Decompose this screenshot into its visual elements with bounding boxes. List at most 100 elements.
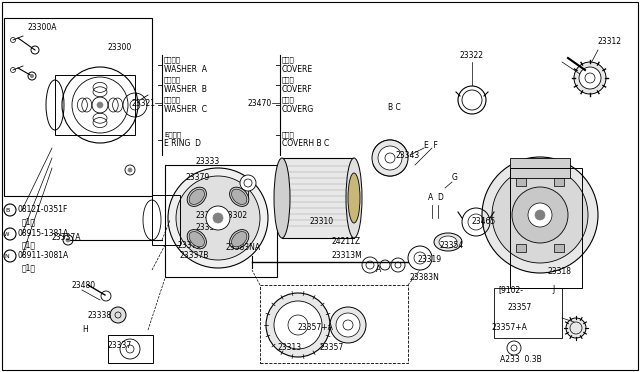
Text: 23300A: 23300A bbox=[28, 23, 58, 32]
Text: ワッシャ: ワッシャ bbox=[164, 77, 181, 83]
Text: 08911-3081A: 08911-3081A bbox=[18, 251, 69, 260]
Text: 23357+A: 23357+A bbox=[298, 324, 334, 333]
Circle shape bbox=[206, 206, 230, 230]
Text: 23313M: 23313M bbox=[332, 250, 363, 260]
Circle shape bbox=[566, 318, 586, 338]
Circle shape bbox=[408, 246, 432, 270]
Text: 23333: 23333 bbox=[196, 157, 220, 167]
Circle shape bbox=[31, 74, 33, 77]
Text: A: A bbox=[376, 266, 381, 275]
Text: 23383N: 23383N bbox=[410, 273, 440, 282]
Text: 23337A: 23337A bbox=[52, 234, 81, 243]
Text: 23319: 23319 bbox=[418, 256, 442, 264]
Text: 23312: 23312 bbox=[598, 38, 622, 46]
Circle shape bbox=[535, 210, 545, 220]
Text: （1）: （1） bbox=[22, 263, 36, 273]
Text: 24211Z: 24211Z bbox=[332, 237, 361, 247]
Text: 23338: 23338 bbox=[88, 311, 112, 321]
Circle shape bbox=[213, 213, 223, 223]
Text: 23470: 23470 bbox=[248, 99, 272, 108]
Circle shape bbox=[128, 168, 132, 172]
Text: 〈1〉: 〈1〉 bbox=[22, 241, 36, 250]
Circle shape bbox=[528, 203, 552, 227]
Circle shape bbox=[330, 307, 366, 343]
Bar bbox=[260, 285, 408, 363]
Text: 08915-1381A: 08915-1381A bbox=[18, 230, 69, 238]
Text: COVERG: COVERG bbox=[282, 105, 314, 113]
Text: COVERE: COVERE bbox=[282, 64, 313, 74]
Circle shape bbox=[266, 293, 330, 357]
Text: 23300: 23300 bbox=[108, 44, 132, 52]
Circle shape bbox=[512, 187, 568, 243]
Text: W: W bbox=[4, 231, 10, 237]
Bar bbox=[516, 244, 526, 252]
Bar bbox=[510, 168, 582, 288]
Bar bbox=[516, 178, 526, 186]
Text: カバー: カバー bbox=[282, 57, 295, 63]
Text: 23383NA: 23383NA bbox=[226, 244, 261, 253]
Bar bbox=[554, 178, 564, 186]
Text: 23357+A: 23357+A bbox=[492, 324, 528, 333]
Text: WASHER  A: WASHER A bbox=[164, 64, 207, 74]
Text: Eリング: Eリング bbox=[164, 132, 181, 138]
Text: ワッシャ: ワッシャ bbox=[164, 57, 181, 63]
Bar bbox=[108, 335, 153, 363]
Circle shape bbox=[336, 313, 360, 337]
Bar bbox=[554, 244, 564, 252]
Text: [9102-: [9102- bbox=[498, 285, 523, 295]
Text: WASHER  B: WASHER B bbox=[164, 84, 207, 93]
Circle shape bbox=[458, 86, 486, 114]
Ellipse shape bbox=[434, 233, 462, 251]
Ellipse shape bbox=[187, 187, 207, 206]
Ellipse shape bbox=[274, 158, 290, 238]
Circle shape bbox=[274, 301, 322, 349]
Ellipse shape bbox=[187, 230, 207, 249]
Circle shape bbox=[492, 167, 588, 263]
Bar bbox=[510, 158, 570, 178]
Text: 23302: 23302 bbox=[224, 211, 248, 219]
Text: 23380: 23380 bbox=[196, 211, 220, 219]
Bar bbox=[4, 18, 152, 196]
Text: カバー: カバー bbox=[282, 77, 295, 83]
Text: 23370: 23370 bbox=[178, 241, 202, 250]
Text: 23465: 23465 bbox=[472, 218, 496, 227]
Circle shape bbox=[482, 157, 598, 273]
Ellipse shape bbox=[189, 189, 204, 205]
Ellipse shape bbox=[189, 231, 204, 247]
Text: 23357: 23357 bbox=[508, 304, 532, 312]
Ellipse shape bbox=[439, 236, 457, 248]
Text: 23310: 23310 bbox=[310, 218, 334, 227]
Circle shape bbox=[378, 146, 402, 170]
Text: H: H bbox=[82, 326, 88, 334]
Ellipse shape bbox=[348, 173, 360, 223]
Text: 23357: 23357 bbox=[320, 343, 344, 353]
Circle shape bbox=[110, 307, 126, 323]
Bar bbox=[152, 195, 180, 245]
Text: A233  0.3B: A233 0.3B bbox=[500, 356, 541, 365]
Bar bbox=[494, 288, 562, 338]
Text: COVERH B C: COVERH B C bbox=[282, 140, 329, 148]
Circle shape bbox=[240, 175, 256, 191]
Bar bbox=[165, 165, 277, 277]
Text: COVERF: COVERF bbox=[282, 84, 313, 93]
Text: 23480: 23480 bbox=[72, 280, 96, 289]
Text: カバー: カバー bbox=[282, 97, 295, 103]
Circle shape bbox=[579, 67, 601, 89]
Text: 23321: 23321 bbox=[131, 99, 155, 108]
Ellipse shape bbox=[230, 230, 249, 249]
Ellipse shape bbox=[346, 158, 362, 238]
Text: 23318: 23318 bbox=[548, 267, 572, 276]
Text: J: J bbox=[552, 285, 554, 295]
Text: 〈1〉: 〈1〉 bbox=[22, 218, 36, 227]
Text: E  F: E F bbox=[424, 141, 438, 150]
Circle shape bbox=[97, 102, 103, 108]
Text: 23354: 23354 bbox=[440, 241, 464, 250]
Text: G: G bbox=[452, 173, 458, 183]
Text: 23333: 23333 bbox=[196, 224, 220, 232]
Circle shape bbox=[168, 168, 268, 268]
Ellipse shape bbox=[232, 189, 247, 205]
Circle shape bbox=[372, 140, 408, 176]
Circle shape bbox=[66, 238, 70, 242]
Text: N: N bbox=[4, 253, 10, 259]
Bar bbox=[55, 75, 135, 135]
